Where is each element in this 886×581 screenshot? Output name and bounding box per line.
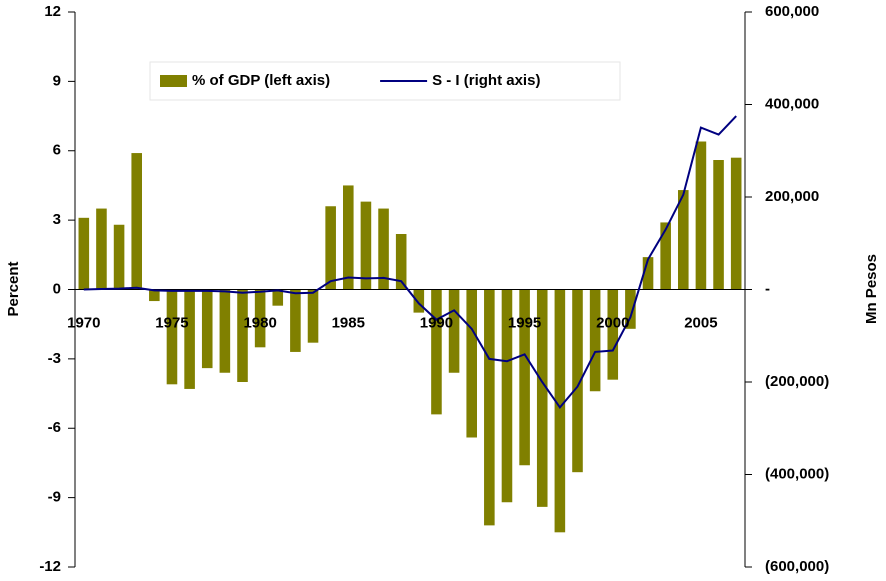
y-tick-label: -9 (48, 489, 61, 506)
bar (237, 289, 248, 382)
bar (307, 289, 319, 343)
bar (395, 234, 407, 290)
bar (413, 289, 425, 313)
x-tick-label: 1985 (332, 314, 365, 331)
bar (201, 289, 213, 369)
bar (536, 289, 548, 507)
bar (325, 206, 336, 290)
legend-box (149, 61, 621, 101)
line (83, 115, 737, 410)
bar (713, 160, 724, 290)
bar (378, 208, 389, 290)
x-tick-label: 1990 (420, 314, 453, 331)
bar (607, 289, 619, 380)
y2-tick-label: - (765, 280, 770, 297)
bar (501, 289, 513, 503)
bar (519, 289, 530, 466)
legend-label: % of GDP (left axis) (192, 72, 330, 89)
bar (360, 201, 372, 290)
bar (343, 185, 354, 290)
bar (78, 217, 90, 290)
bar (554, 289, 566, 533)
y2-tick-label: (600,000) (765, 558, 829, 575)
bar (149, 289, 160, 302)
bar (695, 141, 707, 290)
x-tick-label: 1980 (243, 314, 276, 331)
y-axis-title: Percent (5, 261, 22, 316)
y2-tick-label: 200,000 (765, 188, 819, 205)
x-tick-label: 1995 (508, 314, 541, 331)
y-tick-label: -3 (48, 350, 61, 367)
x-tick-label: 2005 (684, 314, 717, 331)
y-tick-label: 12 (44, 3, 61, 20)
bar (678, 190, 689, 290)
legend-swatch (160, 75, 187, 87)
bar (448, 289, 460, 373)
x-tick-label: 2000 (596, 314, 629, 331)
bar (572, 289, 583, 473)
bar (219, 289, 231, 373)
bar (254, 289, 266, 348)
y-tick-label: 0 (53, 280, 61, 297)
y-tick-label: 3 (53, 211, 61, 228)
x-tick-label: 1975 (155, 314, 188, 331)
bar (466, 289, 477, 438)
bar (131, 153, 142, 290)
bar (290, 289, 301, 352)
bar (184, 289, 195, 389)
bar (96, 208, 107, 290)
bar (660, 222, 671, 290)
y-tick-label: -12 (39, 558, 61, 575)
bar (730, 157, 742, 290)
bar (642, 257, 654, 290)
y-tick-label: -6 (48, 419, 61, 436)
y-tick-label: 6 (53, 142, 61, 159)
y2-tick-label: 400,000 (765, 95, 819, 112)
bar (484, 289, 495, 526)
bar (431, 289, 442, 415)
y-tick-label: 9 (53, 72, 61, 89)
y2-tick-label: 600,000 (765, 3, 819, 20)
bar (113, 224, 125, 290)
bar (589, 289, 601, 392)
bar (166, 289, 178, 385)
x-tick-label: 1970 (67, 314, 100, 331)
bar (272, 289, 284, 306)
y2-tick-label: (400,000) (765, 465, 829, 482)
y2-tick-label: (200,000) (765, 373, 829, 390)
bar (625, 289, 636, 329)
y2-axis-title: Mn Pesos (863, 254, 880, 324)
legend-label: S - I (right axis) (432, 72, 540, 89)
